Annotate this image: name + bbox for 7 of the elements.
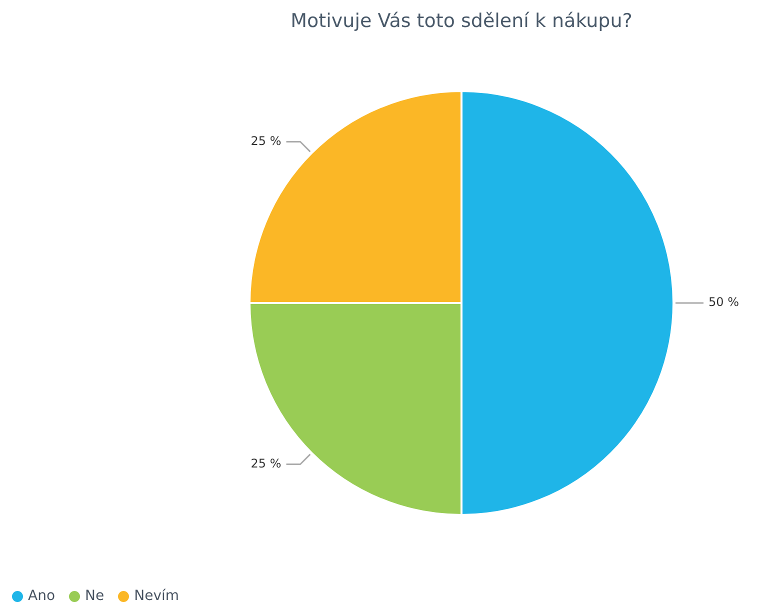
legend-label: Nevím <box>134 588 180 604</box>
data-label: 25 % <box>250 456 282 470</box>
legend-label: Ano <box>28 588 56 604</box>
legend-label: Ne <box>85 588 104 604</box>
data-label: 25 % <box>250 134 282 148</box>
chart-title: Motivuje Vás toto sdělení k nákupu? <box>290 10 632 32</box>
data-label: 50 % <box>708 295 739 310</box>
